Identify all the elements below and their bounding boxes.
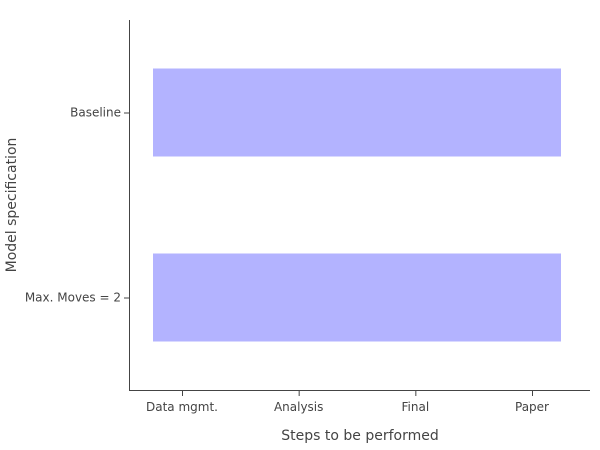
bar-1 [153,253,561,342]
bar-0 [153,68,561,157]
x-ticks: Data mgmt. Analysis Final Paper [146,391,549,414]
x-tick-label-3: Paper [515,400,549,414]
x-tick-label-0: Data mgmt. [146,400,218,414]
y-tick-label-1: Max. Moves = 2 [25,291,121,305]
y-axis-title: Model specification [4,138,20,273]
x-tick-label-1: Analysis [274,400,323,414]
y-tick-label-0: Baseline [70,106,121,120]
bars-layer [153,68,561,342]
x-tick-label-2: Final [402,400,430,414]
x-axis-title: Steps to be performed [281,428,438,444]
y-ticks: Baseline Max. Moves = 2 [25,106,129,305]
